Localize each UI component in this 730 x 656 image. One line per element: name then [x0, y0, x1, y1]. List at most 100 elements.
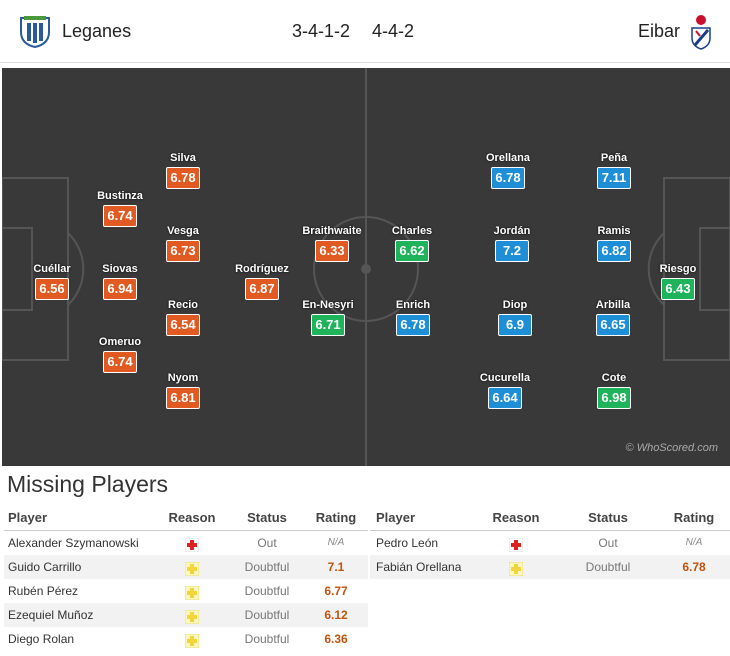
doubtful-icon: [184, 585, 200, 601]
player-name: Peña: [600, 152, 628, 164]
status: Doubtful: [244, 632, 290, 646]
player-rating: 7.2: [495, 240, 529, 262]
player-rating: 6.78: [166, 167, 200, 189]
missing-row: Alexander Szymanowski Out N/A: [4, 531, 368, 555]
player-rating: 6.65: [596, 314, 630, 336]
missing-row: Ezequiel Muñoz Doubtful 6.12: [4, 603, 368, 627]
reason-icon: [184, 632, 200, 649]
player-rating: 6.43: [661, 278, 695, 300]
player-name: Rubén Pérez: [8, 584, 79, 598]
player-name: Recio: [168, 299, 198, 311]
player-name: Ramis: [597, 225, 631, 237]
away-missing: Player Reason Status Rating Pedro León Out N/A…: [370, 506, 730, 579]
home-formation: 3-4-1-2: [292, 21, 351, 41]
player-name: Diop: [502, 299, 528, 311]
reason-icon: [184, 584, 200, 601]
status: Doubtful: [585, 560, 631, 574]
player-name: Cuéllar: [33, 263, 71, 275]
rating: 6.78: [682, 560, 706, 574]
player-rating: 6.71: [311, 314, 345, 336]
rating: 6.12: [324, 608, 348, 622]
player-rating: 6.73: [166, 240, 200, 262]
player-name: Cote: [601, 372, 627, 384]
home-logo: [20, 16, 50, 48]
player-name: Vesga: [167, 225, 199, 237]
doubtful-icon: [184, 561, 200, 577]
away-formation: 4-4-2: [372, 21, 415, 41]
player-name: Guido Carrillo: [8, 560, 82, 574]
home-missing: Player Reason Status Rating Alexander Szyman…: [4, 506, 368, 651]
player-name: Arbilla: [595, 299, 631, 311]
status: Doubtful: [244, 560, 290, 574]
header-row: Player Reason Status Rating: [370, 506, 730, 531]
player-rating: 6.62: [395, 240, 429, 262]
doubtful-icon: [184, 633, 200, 649]
player-name: Silva: [170, 152, 196, 164]
status: Doubtful: [244, 584, 290, 598]
player-name: Riesgo: [659, 263, 697, 275]
missing-row: Guido Carrillo Doubtful 7.1: [4, 555, 368, 579]
player-rating: 6.81: [166, 387, 200, 409]
home-team: Leganes: [62, 21, 132, 41]
rating: N/A: [327, 537, 345, 548]
player-rating: 6.82: [597, 240, 631, 262]
player-name: Jordán: [493, 225, 531, 237]
player-rating: 6.9: [498, 314, 532, 336]
player-name: Fabián Orellana: [376, 560, 462, 574]
player-name: Enrich: [395, 299, 431, 311]
missing-row: Fabián Orellana Doubtful 6.78: [370, 555, 730, 579]
player-rating: 6.94: [103, 278, 137, 300]
rating: 6.36: [324, 632, 348, 646]
status: Doubtful: [244, 608, 290, 622]
reason-icon: [184, 608, 200, 625]
missing-row: Rubén Pérez Doubtful 6.77: [4, 579, 368, 603]
player-rating: 6.64: [488, 387, 522, 409]
rating: 6.77: [324, 584, 348, 598]
player-name: Omeruo: [98, 336, 142, 348]
header-cell: Rating: [315, 510, 357, 525]
player-name: Cucurella: [479, 372, 531, 384]
reason-icon: [184, 536, 200, 553]
player-name: Alexander Szymanowski: [8, 536, 139, 550]
header-cell: Player: [376, 510, 416, 525]
missing-row: Diego Rolan Doubtful 6.36: [4, 627, 368, 651]
player-rating: 7.11: [597, 167, 631, 189]
player-rating: 6.56: [35, 278, 69, 300]
player-rating: 6.78: [491, 167, 525, 189]
player-rating: 6.87: [245, 278, 279, 300]
player-name: En-Nesyri: [302, 299, 354, 311]
header-cell: Reason: [168, 510, 216, 525]
player-name: Siovas: [102, 263, 138, 275]
player-name: Pedro León: [376, 536, 439, 550]
player-name: Diego Rolan: [8, 632, 75, 646]
player-name: Orellana: [485, 152, 531, 164]
injury-icon: [508, 537, 524, 553]
player-name: Rodríguez: [235, 263, 289, 275]
player-rating: 6.74: [103, 351, 137, 373]
watermark: © WhoScored.com: [625, 442, 718, 454]
header-cell: Player: [8, 510, 48, 525]
player-name: Braithwaite: [302, 225, 362, 237]
reason-icon: [508, 536, 524, 553]
header-cell: Status: [588, 510, 628, 525]
player-rating: 6.33: [315, 240, 349, 262]
away-team: Eibar: [637, 21, 680, 41]
missing-row: Pedro León Out N/A: [370, 531, 730, 555]
player-name: Ezequiel Muñoz: [8, 608, 94, 622]
doubtful-icon: [508, 561, 524, 577]
header-cell: Rating: [673, 510, 715, 525]
injury-icon: [184, 537, 200, 553]
rating: 7.1: [327, 560, 345, 574]
header-cell: Reason: [492, 510, 540, 525]
player-name: Charles: [391, 225, 433, 237]
player-rating: 6.74: [103, 205, 137, 227]
header-row: Player Reason Status Rating: [4, 506, 368, 531]
header-cell: Status: [247, 510, 287, 525]
player-name: Nyom: [167, 372, 199, 384]
player-rating: 6.78: [396, 314, 430, 336]
reason-icon: [184, 560, 200, 577]
reason-icon: [508, 560, 524, 577]
divider: [0, 62, 730, 63]
